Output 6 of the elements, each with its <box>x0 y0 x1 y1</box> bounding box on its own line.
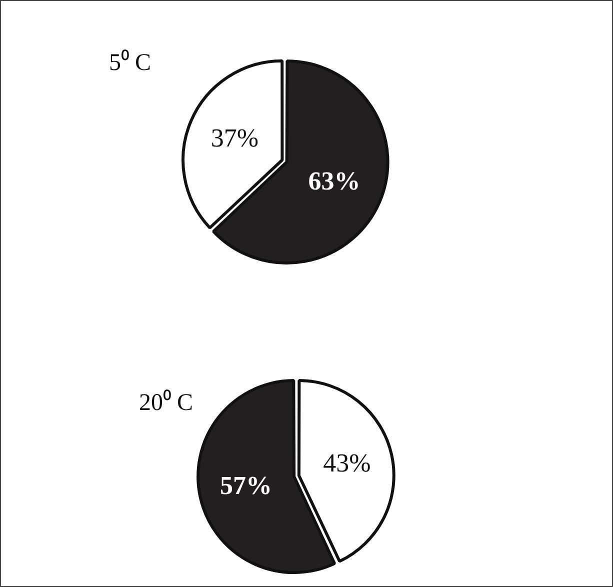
data-label: 63% <box>308 166 360 196</box>
data-label: 43% <box>323 448 371 478</box>
chart-title: 20⁰ C <box>139 388 194 417</box>
chart-title: 5⁰ C <box>109 48 152 77</box>
data-label: 57% <box>220 471 272 500</box>
data-label: 37% <box>210 123 259 152</box>
